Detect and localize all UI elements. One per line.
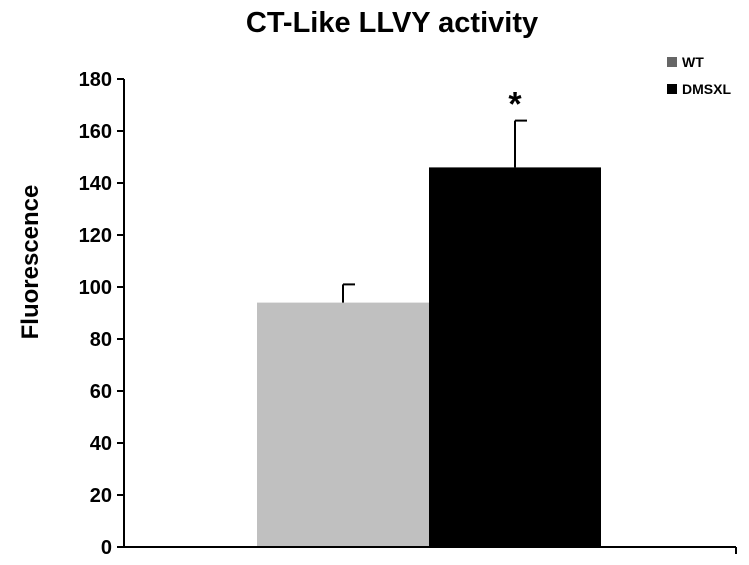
y-tick-label-40: 40 xyxy=(90,433,112,455)
y-tick-label-60: 60 xyxy=(90,381,112,403)
legend-label-dmsxl: DMSXL xyxy=(682,81,731,97)
y-tick-label-120: 120 xyxy=(79,225,112,247)
y-tick-label-20: 20 xyxy=(90,485,112,507)
legend-label-wt: WT xyxy=(682,54,704,70)
y-tick-label-0: 0 xyxy=(101,537,112,559)
y-tick-label-160: 160 xyxy=(79,121,112,143)
legend-swatch-wt xyxy=(667,57,677,67)
significance-marker: * xyxy=(508,86,522,124)
y-tick-label-180: 180 xyxy=(79,69,112,91)
y-tick-label-140: 140 xyxy=(79,173,112,195)
chart-title: CT-Like LLVY activity xyxy=(246,7,538,39)
plot-area: * 0 20 40 60 80 100 120 140 160 180 xyxy=(79,69,737,559)
legend: WT DMSXL xyxy=(667,54,731,97)
legend-swatch-dmsxl xyxy=(667,84,677,94)
y-tick-label-80: 80 xyxy=(90,329,112,351)
bar-dmsxl xyxy=(429,167,601,547)
y-tick-label-100: 100 xyxy=(79,277,112,299)
bar-wt xyxy=(257,302,429,547)
y-axis-label: Fluorescence xyxy=(17,185,44,340)
